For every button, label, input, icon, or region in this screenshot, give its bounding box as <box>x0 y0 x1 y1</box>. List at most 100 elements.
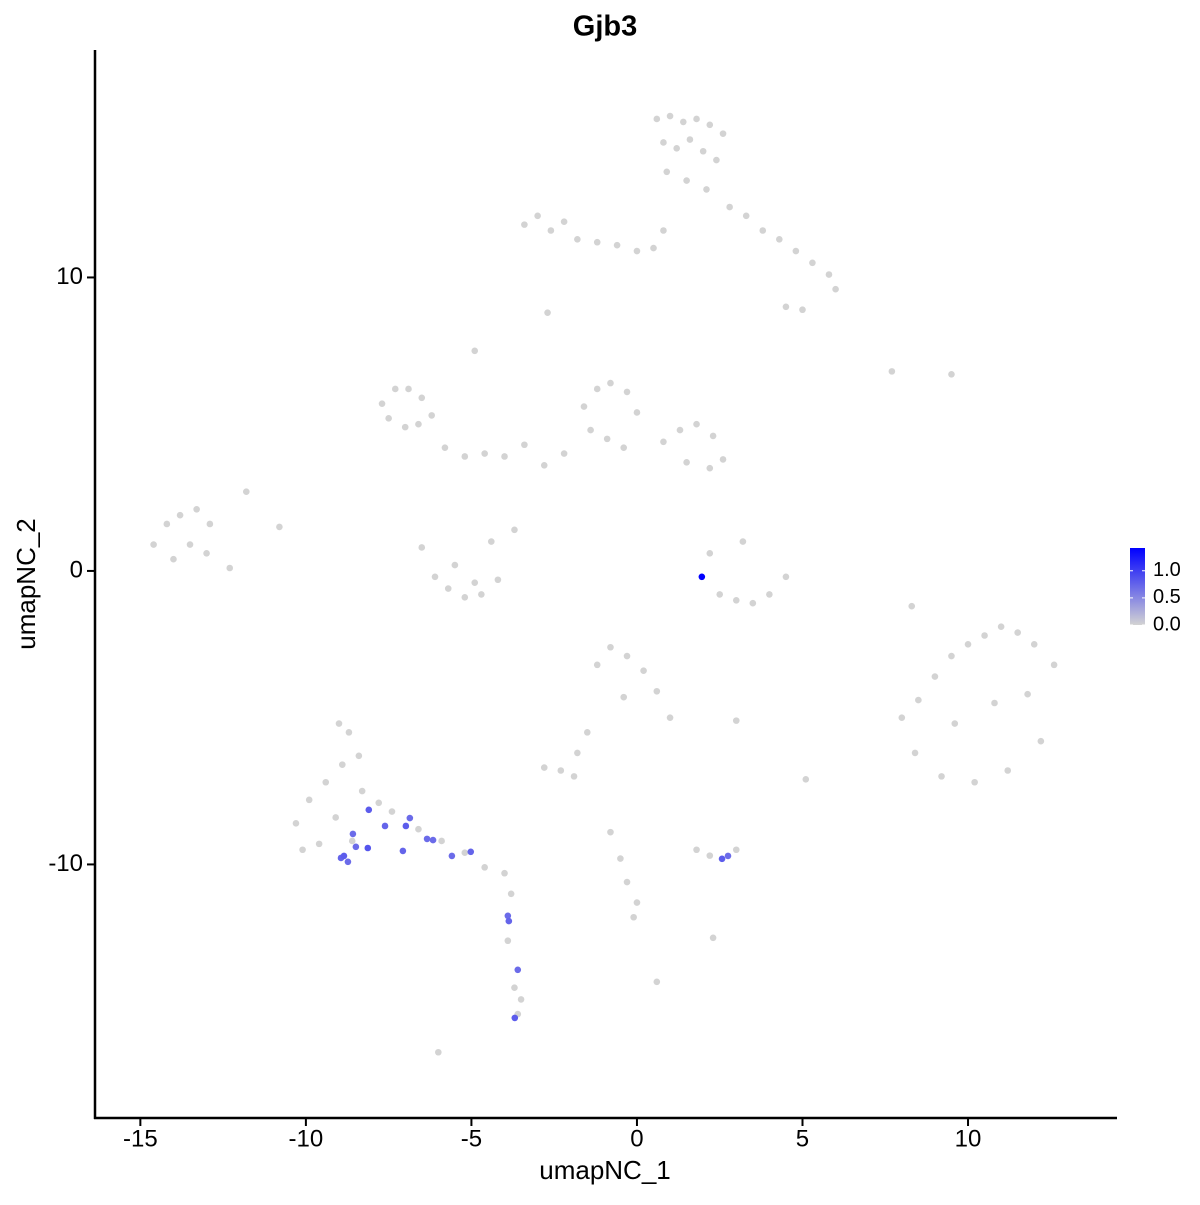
cell-point <box>726 203 733 211</box>
cell-point <box>335 720 343 727</box>
cell-point <box>706 464 714 472</box>
y-axis-label: umapNC_2 <box>11 518 41 650</box>
cell-point <box>706 550 714 557</box>
cell-point <box>782 573 790 581</box>
cell-point <box>706 121 714 129</box>
cell-point <box>170 555 177 563</box>
cell-point <box>305 796 313 804</box>
cell-point <box>487 538 495 545</box>
cell-point <box>660 139 667 146</box>
cell-point <box>693 420 700 428</box>
cell-point <box>385 415 392 422</box>
cell-point <box>799 306 806 314</box>
cell-point <box>809 259 816 267</box>
cell-point <box>623 878 631 886</box>
x-tick-label: -15 <box>123 1125 158 1152</box>
cell-point <box>732 596 740 604</box>
cell-point <box>399 847 407 855</box>
cell-point <box>718 855 726 863</box>
cell-point <box>593 385 601 393</box>
cell-point <box>402 822 410 830</box>
cell-point <box>193 506 200 513</box>
cell-point <box>742 212 750 220</box>
cell-point <box>340 852 348 860</box>
cell-point <box>915 696 922 704</box>
cell-point <box>782 303 790 311</box>
cell-point <box>698 573 706 581</box>
cell-point <box>706 852 714 859</box>
cell-point <box>435 1048 442 1056</box>
cell-point <box>481 450 488 457</box>
cell-point <box>429 836 437 844</box>
y-tick-label: 0 <box>70 556 83 583</box>
cell-point <box>355 752 363 760</box>
cell-point <box>299 846 306 854</box>
cell-point <box>938 773 945 780</box>
cell-point <box>517 996 525 1003</box>
x-tick-label: 10 <box>955 1125 982 1152</box>
cell-point <box>898 714 906 721</box>
y-tick-label: 10 <box>56 263 83 290</box>
cell-point <box>365 806 373 814</box>
cell-point <box>505 917 513 925</box>
cell-point <box>186 541 194 548</box>
cell-point <box>504 912 512 920</box>
cell-point <box>607 643 614 651</box>
cell-point <box>471 579 479 586</box>
y-tick-label: -10 <box>48 850 83 877</box>
cell-point <box>352 843 360 851</box>
cell-point <box>478 591 485 598</box>
cell-point <box>344 858 352 866</box>
cell-point <box>633 247 641 255</box>
cell-point <box>802 776 810 783</box>
cell-point <box>607 379 614 387</box>
cell-point <box>364 844 372 852</box>
cell-point <box>716 591 724 598</box>
cell-point <box>732 717 740 724</box>
cell-point <box>415 825 422 833</box>
cell-point <box>971 778 978 786</box>
cell-point <box>724 852 732 860</box>
cell-point <box>507 890 515 898</box>
cell-point <box>348 837 356 845</box>
cell-point <box>315 840 323 848</box>
cell-point <box>481 864 488 871</box>
cell-point <box>991 699 998 707</box>
chart-title: Gjb3 <box>573 11 637 43</box>
cell-point <box>666 714 674 721</box>
cell-point <box>623 652 631 660</box>
cell-point <box>699 147 707 155</box>
cell-point <box>547 227 555 234</box>
cell-point <box>981 632 988 639</box>
cell-point <box>759 227 767 234</box>
cell-point <box>948 371 955 378</box>
cell-point <box>663 168 671 176</box>
cell-point <box>418 544 426 551</box>
cell-point <box>633 899 641 906</box>
cell-point <box>1050 661 1058 669</box>
points <box>150 112 1058 1056</box>
cell-point <box>603 435 611 443</box>
cell-point <box>620 444 628 451</box>
cell-point <box>150 541 157 548</box>
cell-point <box>504 937 512 945</box>
cell-point <box>461 849 469 856</box>
cell-point <box>206 520 214 528</box>
cell-point <box>1014 629 1021 636</box>
cell-point <box>583 729 591 736</box>
cell-point <box>948 652 955 660</box>
cell-point <box>358 787 366 795</box>
cell-point <box>653 687 661 695</box>
cell-point <box>633 409 641 416</box>
cell-point <box>418 394 426 402</box>
cell-point <box>406 814 414 822</box>
cell-point <box>511 526 518 534</box>
x-tick-label: 5 <box>796 1125 809 1152</box>
cell-point <box>911 749 919 757</box>
cell-point <box>620 693 628 701</box>
cell-point <box>345 729 353 736</box>
cell-point <box>540 461 548 469</box>
cell-point <box>766 591 773 598</box>
cell-point <box>739 538 747 545</box>
cell-point <box>521 441 528 449</box>
